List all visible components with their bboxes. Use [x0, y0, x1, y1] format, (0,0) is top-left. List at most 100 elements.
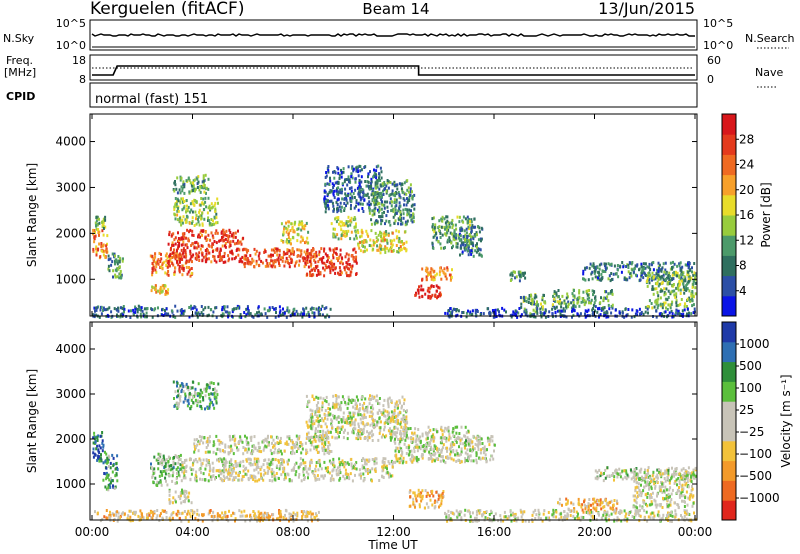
range-cell [465, 247, 467, 251]
range-cell [563, 300, 566, 304]
range-cell [182, 206, 185, 210]
range-cell [196, 312, 199, 316]
range-cell [665, 277, 667, 281]
range-cell [343, 465, 346, 469]
range-cell [323, 199, 326, 203]
range-cell [348, 180, 350, 184]
range-cell [257, 457, 260, 461]
range-cell [435, 238, 438, 242]
range-cell [364, 180, 367, 183]
range-cell [151, 285, 154, 289]
range-cell [159, 291, 161, 295]
range-cell [435, 289, 438, 293]
range-cell [314, 260, 317, 264]
range-cell [583, 277, 585, 281]
range-cell [201, 251, 203, 255]
range-cell [180, 236, 183, 240]
range-cell [683, 291, 686, 295]
range-cell [182, 310, 185, 313]
range-cell [187, 499, 190, 503]
range-cell [191, 221, 193, 225]
range-cell [206, 238, 209, 241]
range-cell [105, 487, 108, 491]
range-cell [208, 435, 211, 439]
range-cell [217, 201, 219, 205]
range-cell [94, 221, 97, 225]
range-cell [680, 270, 683, 274]
range-cell [358, 240, 361, 244]
range-cell [104, 218, 107, 222]
range-cell [218, 439, 221, 443]
range-cell [681, 273, 684, 277]
range-cell [452, 244, 454, 248]
range-cell [370, 244, 373, 248]
range-cell [291, 442, 294, 446]
range-cell [201, 259, 204, 263]
range-cell [683, 279, 686, 283]
range-cell [675, 304, 678, 308]
range-cell [298, 263, 300, 267]
range-cell [671, 266, 673, 269]
range-cell [607, 277, 610, 281]
range-cell [216, 458, 218, 462]
range-cell [232, 476, 235, 480]
range-cell [465, 231, 468, 235]
range-cell [175, 187, 178, 191]
range-cell [182, 251, 185, 255]
range-cell [176, 395, 178, 399]
range-cell [189, 386, 192, 390]
range-cell [307, 476, 309, 480]
range-cell [353, 420, 356, 424]
range-cell [341, 395, 344, 399]
range-cell [327, 265, 330, 269]
range-cell [264, 250, 267, 254]
range-cell [548, 310, 551, 314]
range-cell [255, 457, 258, 461]
range-cell [648, 266, 651, 270]
range-cell [462, 215, 465, 219]
range-cell [361, 458, 364, 462]
range-cell [339, 431, 341, 434]
range-cell [372, 200, 375, 204]
range-cell [680, 268, 683, 272]
range-cell [164, 271, 167, 275]
range-cell [283, 227, 285, 231]
range-cell [168, 233, 171, 237]
range-cell [221, 308, 224, 312]
range-cell [520, 272, 523, 276]
range-cell [683, 275, 686, 279]
range-cell [657, 284, 660, 288]
range-cell [391, 192, 394, 196]
range-cell [207, 233, 210, 237]
range-cell [610, 311, 613, 315]
range-cell [664, 261, 667, 265]
range-cell [380, 207, 383, 211]
range-cell [187, 495, 190, 499]
range-cell [289, 238, 292, 242]
range-cell [187, 388, 190, 392]
range-cell [173, 456, 175, 460]
range-cell [284, 442, 287, 446]
range-cell [140, 315, 143, 319]
range-cell [687, 270, 690, 274]
range-cell [98, 221, 101, 225]
range-cell [279, 440, 282, 444]
range-cell [389, 193, 392, 197]
range-cell [525, 299, 528, 303]
range-cell [194, 458, 197, 461]
range-cell [375, 399, 378, 403]
range-cell [99, 255, 102, 259]
range-cell [342, 167, 345, 171]
range-cell [274, 307, 277, 310]
range-cell [96, 436, 99, 439]
range-cell [293, 250, 295, 254]
range-cell [335, 468, 338, 472]
range-cell [286, 309, 289, 313]
range-cell [136, 308, 139, 311]
range-cell [437, 240, 440, 244]
range-cell [362, 479, 365, 483]
colorbar-swatch [722, 215, 736, 236]
range-cell [249, 254, 252, 258]
range-cell [367, 180, 370, 184]
range-cell [180, 176, 183, 180]
